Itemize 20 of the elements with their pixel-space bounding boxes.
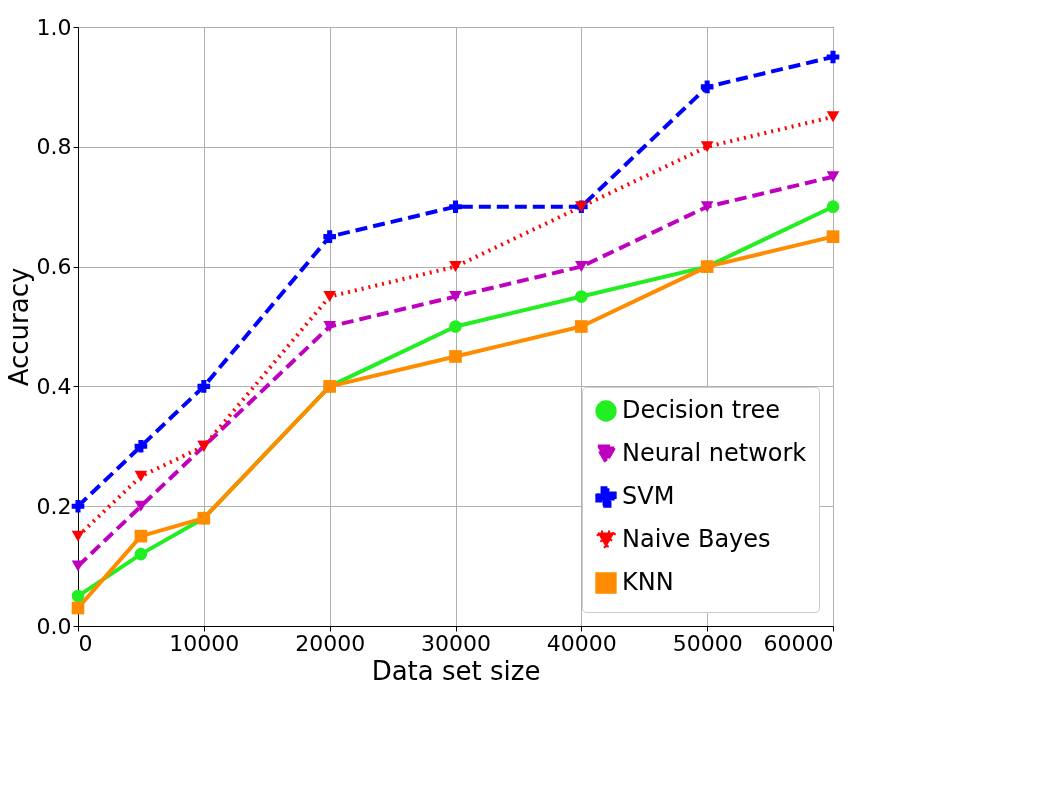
legend-label: Neural network (622, 439, 807, 467)
x-tick-label: 20000 (295, 630, 366, 656)
x-tick-label: 40000 (546, 630, 617, 656)
y-tick-label: 0.0 (36, 613, 72, 639)
x-tick-label: 10000 (169, 630, 240, 656)
y-tick-label: 0.6 (36, 254, 72, 280)
x-tick-label: 0 (78, 630, 93, 656)
x-tick-label: 60000 (763, 630, 834, 656)
x-axis-title: Data set size (371, 655, 541, 686)
y-tick-label: 0.2 (36, 493, 72, 519)
y-tick-label: 1.0 (36, 14, 72, 40)
legend-label: Naive Bayes (622, 525, 771, 553)
legend-label: Decision tree (622, 396, 781, 424)
legend-label: KNN (622, 568, 674, 596)
x-tick-label: 50000 (672, 630, 743, 656)
legend-label: SVM (622, 482, 675, 510)
y-tick-label: 0.8 (36, 134, 72, 160)
y-tick-label: 0.4 (36, 373, 72, 399)
y-axis-title: Accuracy (3, 267, 34, 387)
x-tick-label: 30000 (421, 630, 491, 656)
